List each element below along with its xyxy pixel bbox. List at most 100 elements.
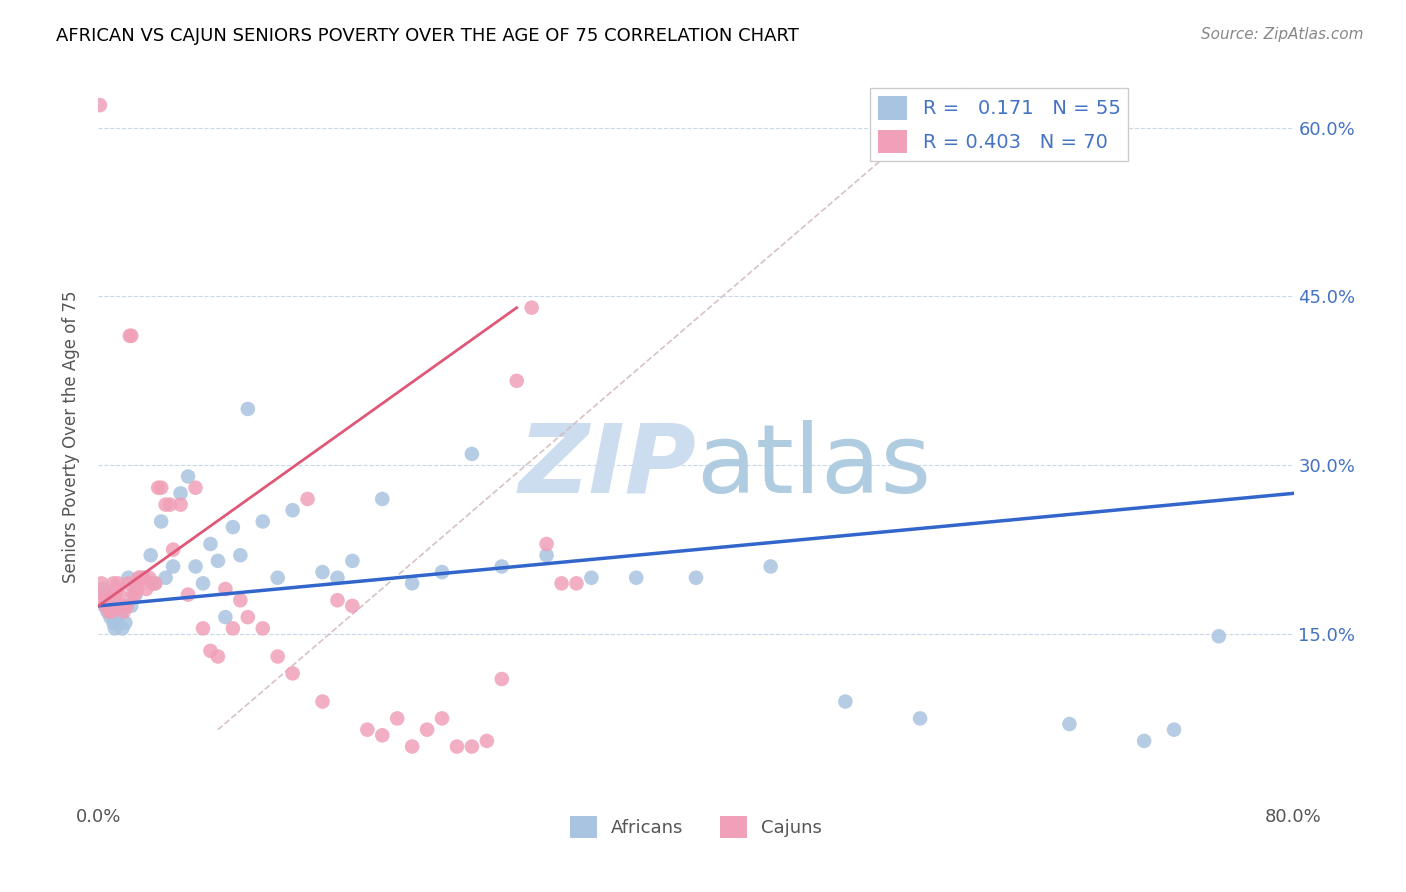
Point xyxy=(138,571,160,585)
Point xyxy=(1208,629,1230,643)
Point xyxy=(267,571,290,585)
Point xyxy=(139,548,162,562)
Point xyxy=(118,328,141,343)
Point xyxy=(550,576,572,591)
Point xyxy=(371,728,394,742)
Point xyxy=(91,588,114,602)
Point xyxy=(401,576,423,591)
Point xyxy=(96,605,118,619)
Point xyxy=(177,469,200,483)
Point xyxy=(506,374,529,388)
Point xyxy=(207,649,229,664)
Point xyxy=(120,599,142,613)
Point xyxy=(107,605,129,619)
Point xyxy=(121,588,143,602)
Point xyxy=(155,498,177,512)
Point xyxy=(94,588,117,602)
Point xyxy=(229,593,252,607)
Point xyxy=(162,559,184,574)
Point xyxy=(162,542,184,557)
Point xyxy=(89,98,111,112)
Point xyxy=(90,576,112,591)
Point xyxy=(581,571,603,585)
Point xyxy=(111,599,134,613)
Point xyxy=(1133,734,1156,748)
Point xyxy=(148,481,170,495)
Point xyxy=(97,605,120,619)
Point xyxy=(111,621,134,635)
Point xyxy=(128,571,150,585)
Point xyxy=(685,571,707,585)
Point xyxy=(297,491,319,506)
Point xyxy=(222,621,245,635)
Point xyxy=(132,571,155,585)
Point xyxy=(103,615,125,630)
Legend: Africans, Cajuns: Africans, Cajuns xyxy=(562,808,830,845)
Point xyxy=(214,582,236,596)
Point xyxy=(461,739,484,754)
Point xyxy=(207,554,229,568)
Point xyxy=(112,605,135,619)
Point xyxy=(184,559,207,574)
Point xyxy=(104,588,127,602)
Point xyxy=(101,599,124,613)
Point xyxy=(94,599,117,613)
Point xyxy=(908,711,931,725)
Point xyxy=(281,503,304,517)
Point xyxy=(98,588,122,602)
Point xyxy=(834,694,856,708)
Point xyxy=(105,582,128,596)
Point xyxy=(342,554,364,568)
Point xyxy=(169,498,191,512)
Point xyxy=(184,481,207,495)
Point xyxy=(97,593,120,607)
Point xyxy=(536,548,558,562)
Point xyxy=(155,571,177,585)
Point xyxy=(114,599,136,613)
Point xyxy=(103,576,125,591)
Point xyxy=(177,588,200,602)
Point xyxy=(236,610,259,624)
Point xyxy=(110,607,132,621)
Point xyxy=(191,576,214,591)
Point xyxy=(200,537,222,551)
Point xyxy=(125,576,148,591)
Point xyxy=(98,610,122,624)
Point xyxy=(356,723,378,737)
Point xyxy=(491,672,513,686)
Point xyxy=(252,515,274,529)
Point xyxy=(461,447,484,461)
Point xyxy=(117,571,139,585)
Point xyxy=(150,481,173,495)
Point xyxy=(120,328,142,343)
Text: Source: ZipAtlas.com: Source: ZipAtlas.com xyxy=(1201,27,1364,42)
Point xyxy=(311,694,333,708)
Point xyxy=(475,734,498,748)
Point xyxy=(143,576,166,591)
Point xyxy=(169,486,191,500)
Point xyxy=(565,576,588,591)
Point xyxy=(117,576,139,591)
Point xyxy=(326,593,349,607)
Point xyxy=(236,401,259,416)
Point xyxy=(371,491,394,506)
Point xyxy=(141,576,163,591)
Point xyxy=(200,644,222,658)
Text: atlas: atlas xyxy=(696,420,931,513)
Point xyxy=(132,571,155,585)
Point xyxy=(446,739,468,754)
Point xyxy=(93,593,115,607)
Point xyxy=(107,576,129,591)
Point xyxy=(150,515,173,529)
Point xyxy=(520,301,543,315)
Point xyxy=(222,520,245,534)
Point xyxy=(401,739,423,754)
Point xyxy=(252,621,274,635)
Point xyxy=(104,621,127,635)
Point xyxy=(114,615,136,630)
Point xyxy=(311,565,333,579)
Point xyxy=(143,576,166,591)
Point xyxy=(385,711,409,725)
Point xyxy=(129,571,152,585)
Point xyxy=(127,582,149,596)
